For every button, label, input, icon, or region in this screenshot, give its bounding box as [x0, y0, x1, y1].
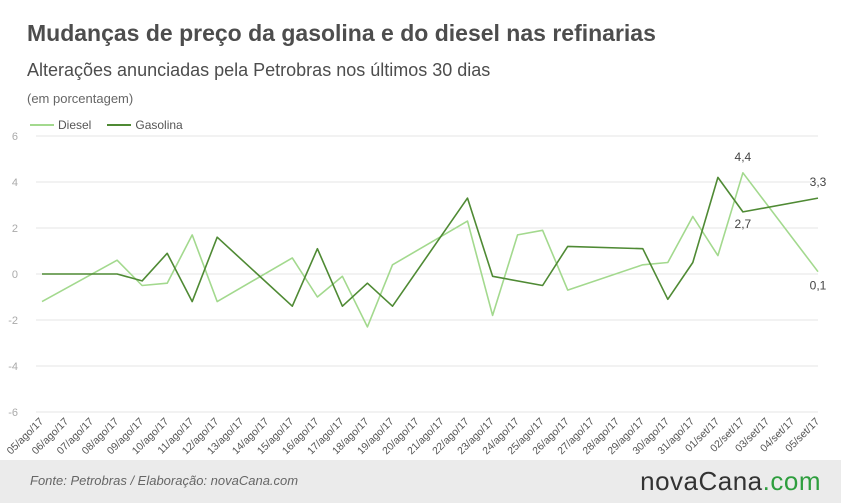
y-tick-label-5: -4: [8, 361, 18, 373]
y-tick-label-3: 0: [12, 269, 18, 281]
brand-name: novaCana: [640, 466, 763, 496]
chart-card: Mudanças de preço da gasolina e do diese…: [0, 0, 841, 460]
y-tick-label-4: -2: [8, 315, 18, 327]
brand-logo: novaCana.com: [640, 466, 821, 497]
data-label-2: 3,3: [810, 175, 827, 189]
legend-label-gasolina: Gasolina: [135, 118, 183, 132]
y-tick-label-2: 2: [12, 223, 18, 235]
legend-swatch-diesel: [30, 124, 54, 126]
series-line-diesel: [41, 172, 819, 328]
y-axis-unit-label: (em porcentagem): [27, 91, 134, 106]
footer-bar: Fonte: Petrobras / Elaboração: novaCana.…: [0, 460, 841, 503]
chart-legend: Diesel Gasolina: [30, 118, 199, 132]
data-label-1: 2,7: [735, 217, 752, 231]
y-tick-label-6: -6: [8, 407, 18, 419]
line-chart: 6420-2-4-605/ago/1706/ago/1707/ago/1708/…: [5, 131, 827, 457]
y-tick-label-1: 4: [12, 177, 18, 189]
legend-label-diesel: Diesel: [58, 118, 92, 132]
series-line-gasolina: [42, 176, 819, 308]
brand-suffix: .com: [762, 466, 821, 496]
chart-subtitle: Alterações anunciadas pela Petrobras nos…: [27, 60, 491, 80]
y-tick-label-0: 6: [12, 131, 18, 143]
source-credit: Fonte: Petrobras / Elaboração: novaCana.…: [30, 473, 299, 488]
legend-swatch-gasolina: [107, 124, 132, 126]
data-label-0: 4,4: [735, 150, 752, 164]
chart-title: Mudanças de preço da gasolina e do diese…: [27, 20, 656, 46]
legend-item-gasolina: Gasolina: [107, 118, 183, 132]
data-label-3: 0,1: [810, 279, 827, 293]
legend-item-diesel: Diesel: [30, 118, 91, 132]
